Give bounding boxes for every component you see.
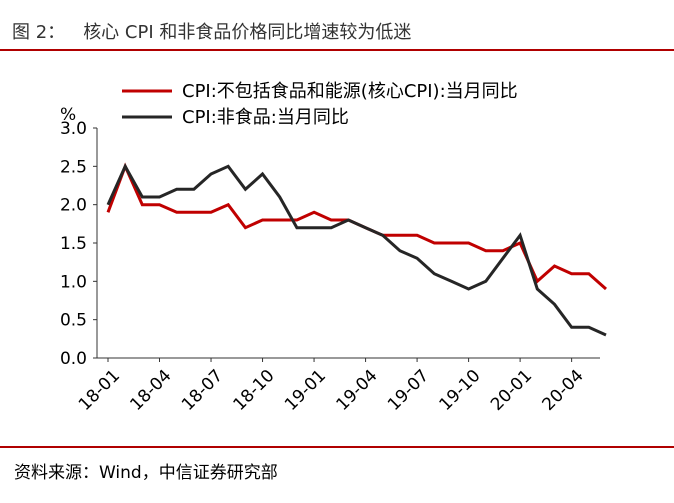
legend-label-core-cpi: CPI:不包括食品和能源(核心CPI):当月同比: [182, 81, 518, 102]
series-line-nonfood-cpi: [106, 162, 607, 337]
x-tick-label: 19-07: [384, 366, 433, 415]
y-tick-label: 0.5: [60, 311, 87, 331]
x-tick-label: 18-10: [229, 366, 278, 415]
y-tick-label: 3.0: [60, 119, 87, 139]
source-note: 资料来源：Wind，中信证券研究部: [14, 463, 278, 483]
figure-title: 图 2： 核心 CPI 和非食品价格同比增速较为低迷: [12, 18, 411, 44]
x-tick-label: 19-04: [333, 366, 382, 415]
legend-label-nonfood-cpi: CPI:非食品:当月同比: [182, 107, 349, 128]
x-tick-label: 20-04: [539, 366, 588, 415]
x-tick-label: 18-01: [75, 366, 124, 415]
x-tick-label: 20-01: [487, 366, 536, 415]
x-tick-label: 18-07: [178, 366, 227, 415]
y-axis-unit: %: [60, 105, 76, 125]
series-lines: [106, 162, 607, 337]
bottom-divider: [0, 446, 674, 448]
y-tick-label: 1.5: [60, 234, 87, 254]
x-tick-label: 19-10: [436, 366, 485, 415]
top-divider: [0, 49, 674, 51]
figure-title-text: 核心 CPI 和非食品价格同比增速较为低迷: [83, 22, 412, 43]
y-tick-label: 0.0: [60, 349, 87, 369]
y-tick-label: 1.0: [60, 272, 87, 292]
legend: CPI:不包括食品和能源(核心CPI):当月同比 CPI:非食品:当月同比: [122, 81, 518, 128]
y-axis: 0.0 0.5 1.0 1.5 2.0 2.5 3.0: [60, 119, 98, 369]
x-axis: 18-01 18-04 18-07 18-10 19-01 19-04 19-07 19-10…: [75, 357, 600, 415]
y-tick-label: 2.0: [60, 196, 87, 216]
x-tick-label: 18-04: [126, 366, 175, 415]
x-tick-label: 19-01: [281, 366, 330, 415]
figure-label: 图 2：: [12, 22, 66, 43]
line-chart: CPI:不包括食品和能源(核心CPI):当月同比 CPI:非食品:当月同比 % …: [60, 81, 607, 415]
y-tick-label: 2.5: [60, 157, 87, 177]
